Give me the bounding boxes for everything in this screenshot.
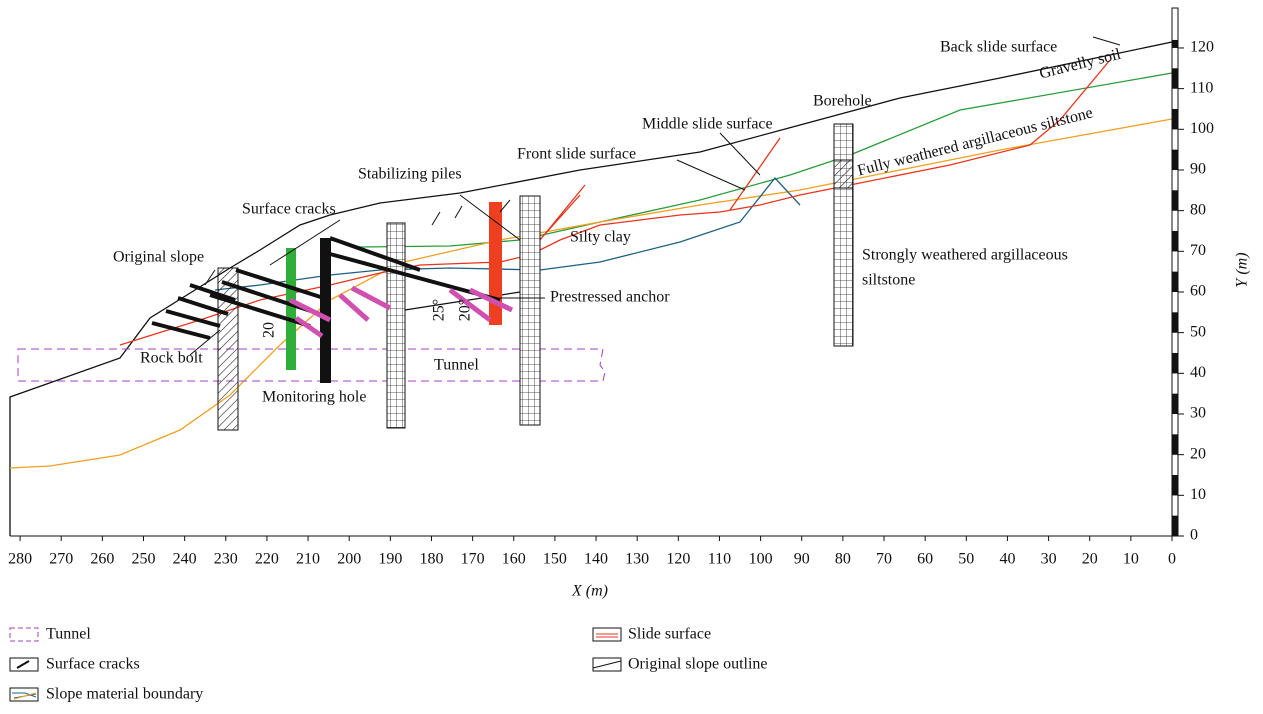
label: Strongly weathered argillaceous xyxy=(862,247,1068,264)
label: Front slide surface xyxy=(517,146,636,163)
legend-swatch xyxy=(593,661,621,668)
monitoring-hole xyxy=(286,248,296,370)
borehole xyxy=(520,196,540,425)
legend-label: Original slope outline xyxy=(628,656,768,673)
y-tick-label: 30 xyxy=(1190,405,1206,422)
x-tick-label: 210 xyxy=(296,551,320,568)
y-tick-label: 80 xyxy=(1190,201,1206,218)
x-tick-label: 180 xyxy=(419,551,443,568)
page: {"labels": { "back_slide": "Back slide s… xyxy=(0,0,1263,714)
green-boundary xyxy=(330,73,1172,247)
x-tick-label: 280 xyxy=(8,551,32,568)
x-tick-label: 200 xyxy=(337,551,361,568)
y-tick-label: 60 xyxy=(1190,283,1206,300)
label: Original slope xyxy=(113,249,204,266)
y-tick-label: 10 xyxy=(1190,486,1206,503)
label: Fully weathered argillaceous siltstone xyxy=(856,104,1095,179)
y-axis-segment xyxy=(1172,243,1178,251)
x-tick-label: 80 xyxy=(835,551,851,568)
x-tick-label: 230 xyxy=(214,551,238,568)
x-tick-label: 120 xyxy=(666,551,690,568)
borehole-layer xyxy=(834,160,853,188)
y-axis-segment xyxy=(1172,121,1178,129)
legend-label: Slide surface xyxy=(628,626,711,643)
y-tick-label: 50 xyxy=(1190,323,1206,340)
label: 25° xyxy=(431,299,448,321)
x-tick-label: 130 xyxy=(625,551,649,568)
x-tick-label: 30 xyxy=(1041,551,1057,568)
y-axis-segment xyxy=(1172,81,1178,89)
y-axis-segment xyxy=(1172,487,1178,495)
x-tick-label: 220 xyxy=(255,551,279,568)
label: Surface cracks xyxy=(242,201,336,218)
y-axis-title: Y (m) xyxy=(1234,252,1251,287)
y-axis-segment xyxy=(1172,284,1178,292)
x-tick-label: 250 xyxy=(132,551,156,568)
y-axis-segment xyxy=(1172,203,1178,211)
x-axis-title: X (m) xyxy=(571,583,608,600)
legend-label: Surface cracks xyxy=(46,656,140,673)
legend-swatch xyxy=(596,634,618,637)
x-tick-label: 160 xyxy=(502,551,526,568)
y-axis-segment xyxy=(1172,365,1178,373)
y-axis-segment xyxy=(1172,162,1178,170)
label: Middle slide surface xyxy=(642,116,773,133)
borehole xyxy=(387,223,405,428)
label: Rock bolt xyxy=(140,350,203,367)
x-tick-label: 110 xyxy=(708,551,731,568)
x-tick-label: 240 xyxy=(173,551,197,568)
y-axis-segment xyxy=(1172,406,1178,414)
x-tick-label: 150 xyxy=(543,551,567,568)
legend-swatch xyxy=(17,661,29,668)
y-tick-label: 40 xyxy=(1190,364,1206,381)
label: siltstone xyxy=(862,272,915,289)
x-tick-label: 60 xyxy=(917,551,933,568)
y-tick-label: 70 xyxy=(1190,242,1206,259)
label: Prestressed anchor xyxy=(550,289,670,306)
label: Monitoring hole xyxy=(262,389,366,406)
y-tick-label: 90 xyxy=(1190,161,1206,178)
figure: Back slide surface Gravelly soil Borehol… xyxy=(0,0,1263,714)
x-tick-label: 260 xyxy=(90,551,114,568)
borehole xyxy=(834,124,853,346)
pile xyxy=(320,238,331,383)
tunnel xyxy=(18,349,605,381)
teal-boundary xyxy=(215,178,800,290)
label: Back slide surface xyxy=(940,39,1057,56)
x-tick-label: 0 xyxy=(1168,551,1176,568)
y-axis-segment xyxy=(1172,325,1178,333)
x-tick-label: 170 xyxy=(461,551,485,568)
y-tick-label: 110 xyxy=(1190,79,1213,96)
x-tick-label: 90 xyxy=(794,551,810,568)
y-tick-label: 0 xyxy=(1190,527,1198,544)
legend: Tunnel Surface cracks Slope material bou… xyxy=(10,626,768,703)
y-axis-segment xyxy=(1172,528,1178,536)
label: Borehole xyxy=(813,93,872,110)
x-tick-label: 270 xyxy=(49,551,73,568)
legend-label: Tunnel xyxy=(46,626,91,643)
x-tick-label: 10 xyxy=(1123,551,1139,568)
label: 20° xyxy=(457,299,474,321)
y-tick-label: 120 xyxy=(1190,39,1214,56)
legend-swatch xyxy=(10,628,38,641)
label: Stabilizing piles xyxy=(358,166,462,183)
y-tick-label: 100 xyxy=(1190,120,1214,137)
x-tick-label: 70 xyxy=(876,551,892,568)
x-tick-label: 20 xyxy=(1082,551,1098,568)
x-tick-label: 190 xyxy=(378,551,402,568)
y-axis-segment xyxy=(1172,40,1178,48)
label: Silty clay xyxy=(570,229,631,246)
x-tick-label: 140 xyxy=(584,551,608,568)
legend-label: Slope material boundary xyxy=(46,686,203,703)
x-tick-label: 50 xyxy=(958,551,974,568)
label: Tunnel xyxy=(434,357,479,374)
y-axis-segment xyxy=(1172,447,1178,455)
x-tick-label: 40 xyxy=(999,551,1015,568)
y-tick-label: 20 xyxy=(1190,445,1206,462)
x-tick-label: 100 xyxy=(749,551,773,568)
borehole xyxy=(218,268,238,430)
label: 20 xyxy=(261,322,278,338)
